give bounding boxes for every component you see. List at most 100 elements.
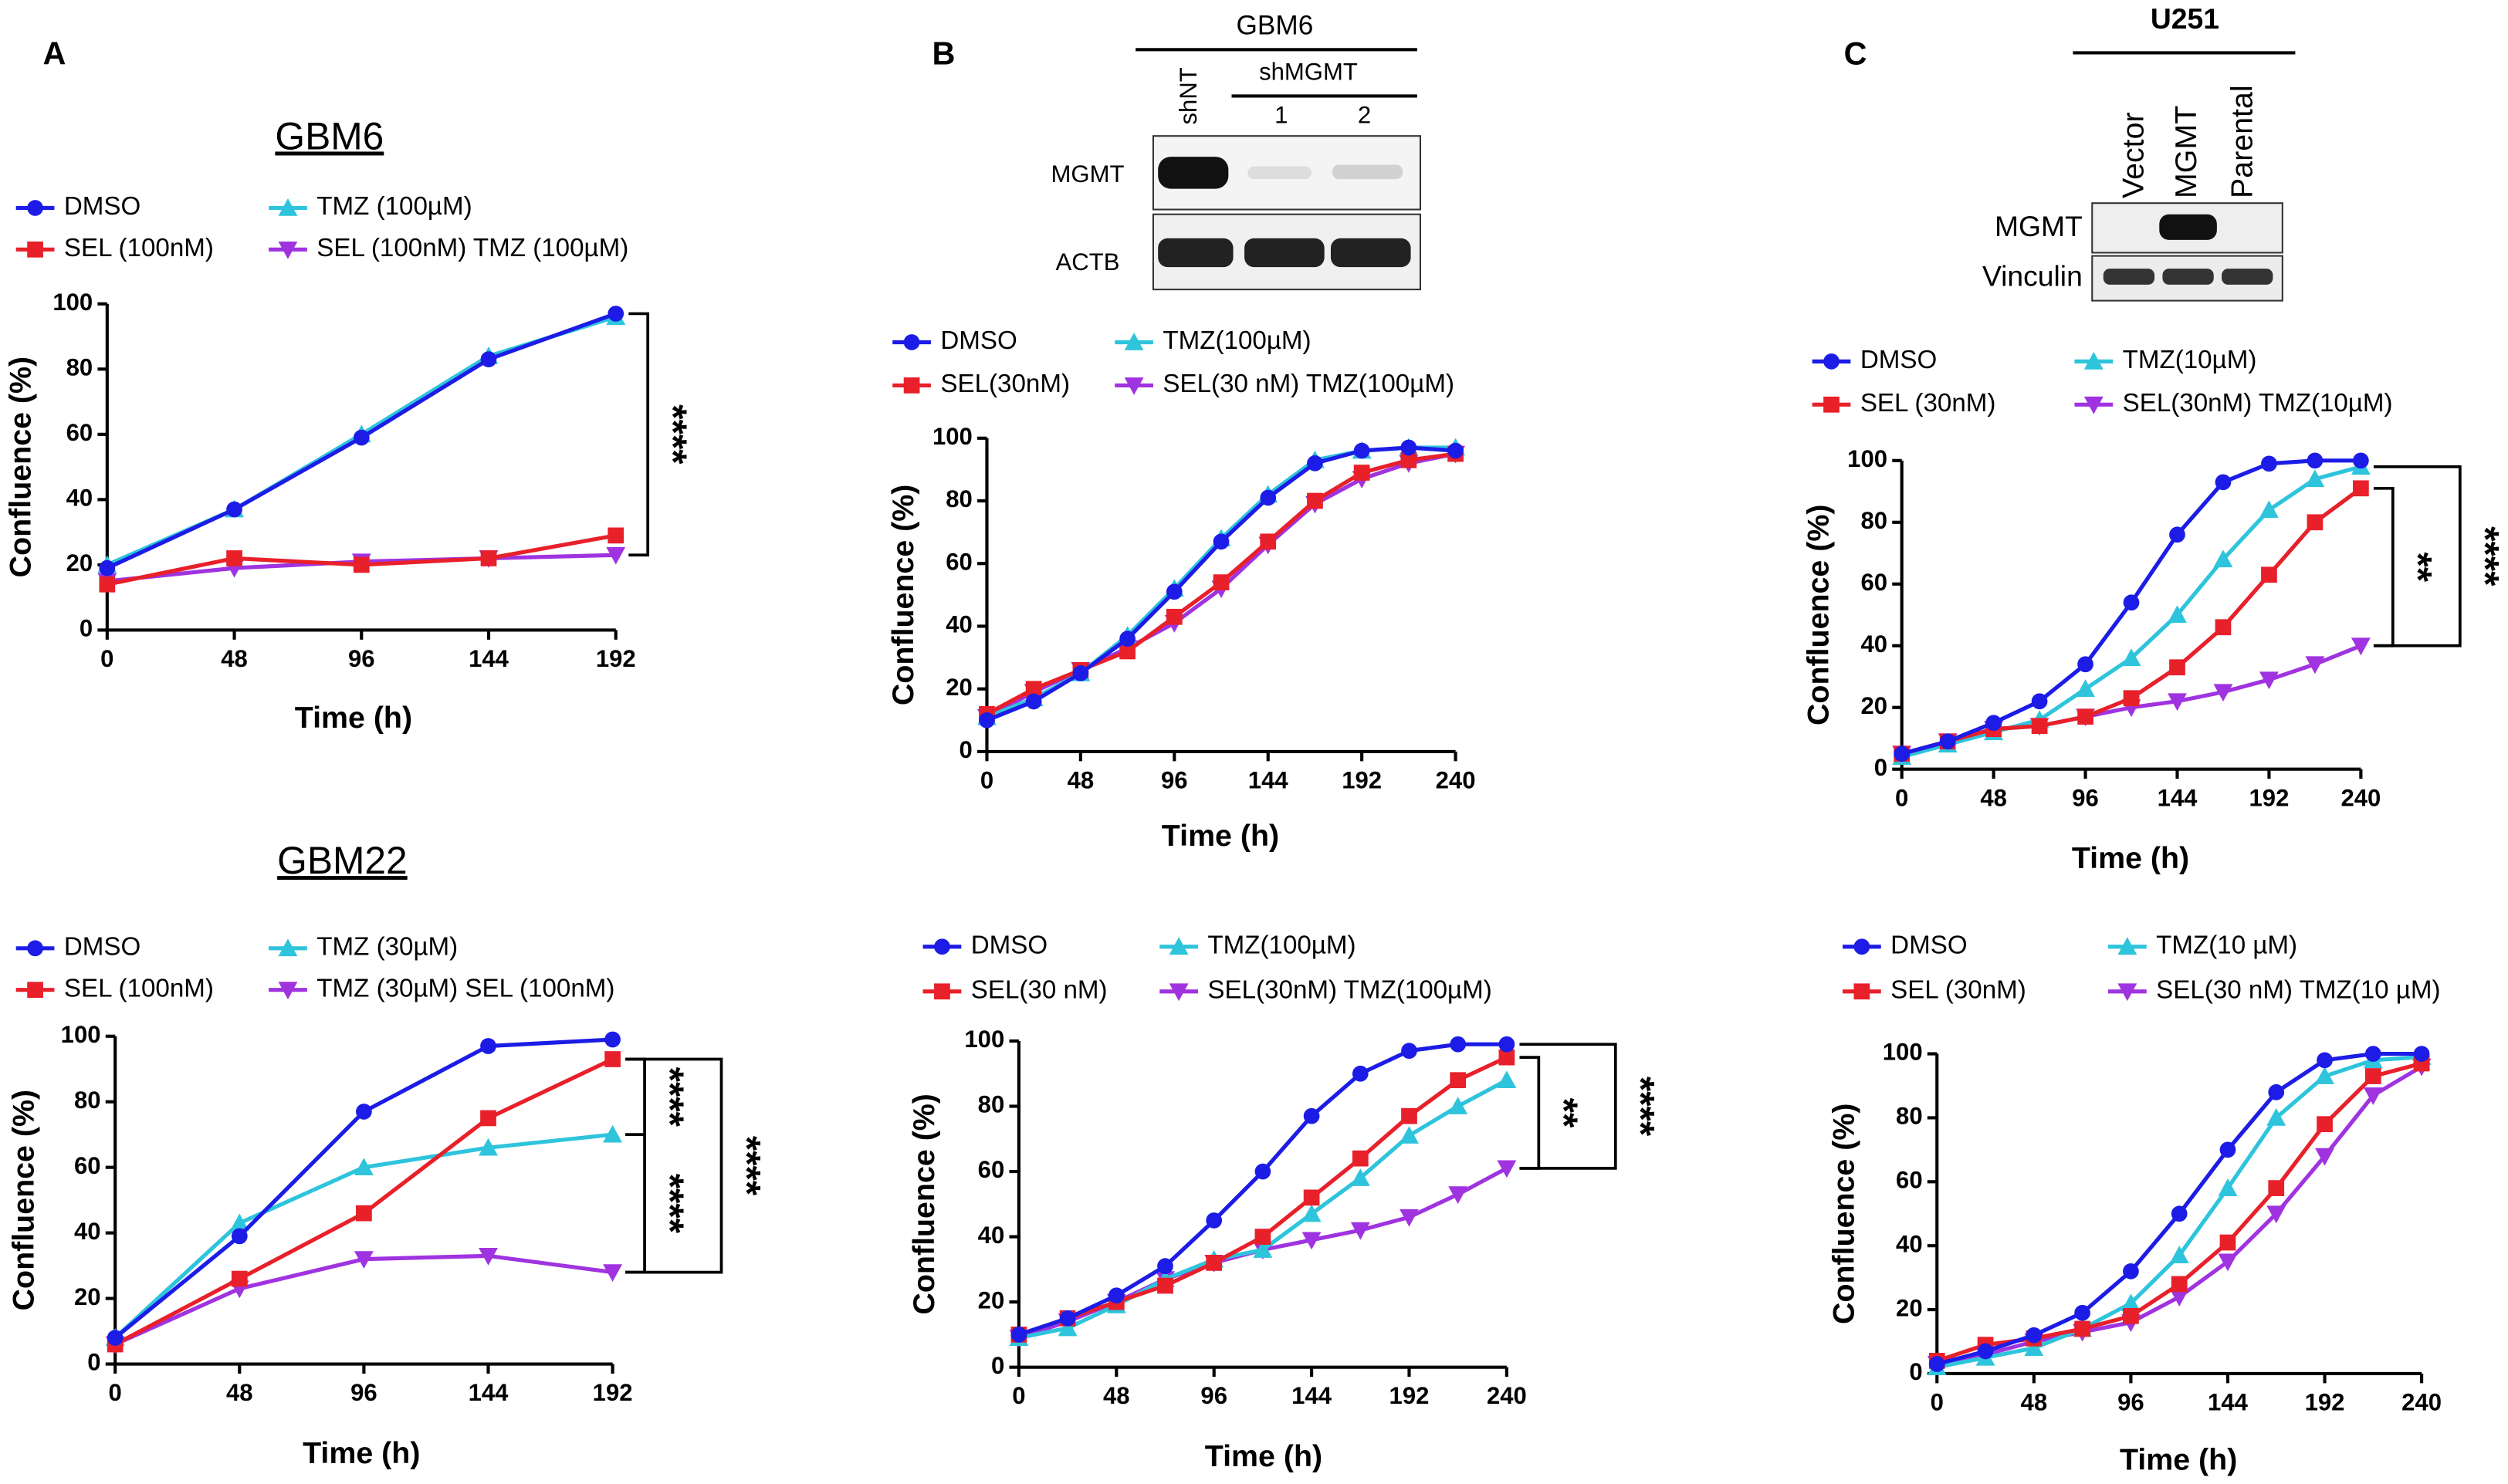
x-tick-label: 48	[1068, 767, 1095, 794]
legend-marker	[27, 241, 43, 258]
x-tick-label: 0	[1895, 784, 1908, 811]
data-point	[1401, 1043, 1417, 1060]
data-point	[1352, 1150, 1369, 1167]
x-tick-label: 144	[1248, 767, 1289, 794]
legend-label: TMZ (100µM)	[316, 192, 472, 221]
significance-label: ****	[725, 1136, 768, 1196]
x-tick-label: 48	[1980, 784, 2007, 811]
data-point	[1166, 583, 1183, 600]
legend-label: SEL(30nM) TMZ(100µM)	[1207, 975, 1491, 1004]
significance-bracket	[2373, 465, 2462, 647]
data-point	[1939, 733, 1956, 750]
data-point	[608, 306, 624, 322]
row-label: MGMT	[1995, 210, 2083, 242]
data-point	[480, 550, 497, 566]
data-point	[2353, 480, 2369, 497]
x-tick-label: 96	[350, 1379, 377, 1406]
data-point	[1447, 442, 1464, 459]
panel-label: B	[932, 35, 956, 72]
legend-marker	[278, 938, 298, 957]
y-tick-label: 40	[978, 1222, 1005, 1249]
data-point	[1400, 451, 1417, 468]
data-point	[1400, 1126, 1419, 1144]
y-tick-label: 40	[74, 1218, 101, 1245]
y-tick-label: 60	[74, 1152, 101, 1179]
y-tick-label: 80	[1896, 1103, 1923, 1130]
data-point	[2123, 594, 2140, 611]
data-point	[231, 1270, 248, 1287]
legend-label: DMSO	[64, 192, 140, 221]
x-tick-label: 0	[1012, 1382, 1025, 1409]
x-tick-label: 0	[980, 767, 993, 794]
data-point	[604, 1031, 621, 1048]
data-point	[2169, 1289, 2189, 1307]
legend-marker	[278, 241, 298, 259]
x-tick-label: 192	[593, 1379, 633, 1406]
significance-label: **	[2397, 552, 2440, 582]
x-tick-label: 96	[2072, 784, 2099, 811]
legend-marker	[27, 200, 43, 216]
data-point	[2305, 469, 2325, 488]
data-point	[1303, 1107, 1320, 1124]
data-point	[2171, 1205, 2188, 1222]
data-point	[1119, 643, 1136, 660]
y-tick-label: 80	[74, 1087, 101, 1114]
data-point	[479, 1247, 498, 1266]
significance-label: **	[1542, 1098, 1586, 1128]
y-tick-label: 100	[964, 1026, 1004, 1053]
y-tick-label: 0	[991, 1352, 1004, 1379]
legend-marker	[27, 940, 43, 957]
data-point	[1448, 1097, 1468, 1114]
significance-label: ****	[2464, 526, 2507, 587]
x-tick-label: 192	[2305, 1389, 2345, 1416]
chart-title: GBM22	[277, 839, 408, 882]
x-tick-label: 48	[221, 645, 248, 672]
lane-label: MGMT	[2169, 106, 2203, 198]
data-point	[1213, 574, 1230, 590]
y-tick-label: 20	[1860, 692, 1887, 719]
y-tick-label: 60	[1896, 1167, 1923, 1194]
y-tick-label: 20	[1896, 1294, 1923, 1321]
y-tick-label: 20	[74, 1283, 101, 1310]
data-point	[1450, 1036, 1467, 1053]
significance-label: ****	[652, 404, 695, 465]
data-point	[2351, 637, 2371, 656]
x-tick-label: 48	[226, 1379, 253, 1406]
data-point	[1497, 1160, 1517, 1178]
x-tick-label: 240	[1487, 1382, 1527, 1409]
blot-title: GBM6	[1237, 11, 1314, 41]
lane-group-label: shMGMT	[1259, 59, 1358, 86]
lane-label: shNT	[1175, 67, 1202, 124]
data-point	[1350, 1222, 1370, 1240]
data-point	[2268, 1180, 2285, 1196]
data-point	[1010, 1327, 1027, 1343]
row-label: Vinculin	[1982, 259, 2083, 292]
data-point	[1206, 1212, 1223, 1229]
data-point	[1401, 1107, 1417, 1124]
band	[2222, 269, 2273, 285]
y-tick-label: 80	[66, 353, 93, 380]
data-point	[2353, 452, 2369, 469]
legend-marker	[27, 982, 43, 999]
data-point	[1498, 1049, 1515, 1066]
data-point	[1254, 1163, 1271, 1180]
x-tick-label: 0	[100, 645, 113, 672]
data-point	[1400, 1208, 1419, 1227]
legend-marker	[2083, 351, 2104, 370]
data-point	[606, 546, 626, 565]
blot-box	[2091, 202, 2283, 254]
y-tick-label: 100	[52, 289, 93, 316]
y-axis-label: Confluence (%)	[886, 485, 920, 705]
band	[2159, 214, 2217, 240]
data-point	[1260, 489, 1277, 506]
data-point	[226, 550, 242, 566]
data-point	[2026, 1327, 2043, 1344]
significance-label: ****	[1620, 1077, 1663, 1137]
y-axis-label: Confluence (%)	[7, 1090, 41, 1310]
x-tick-label: 240	[2340, 784, 2381, 811]
significance-bracket	[1519, 1043, 1617, 1170]
x-tick-label: 144	[2208, 1389, 2249, 1416]
data-point	[1353, 465, 1370, 481]
data-point	[2168, 693, 2187, 712]
